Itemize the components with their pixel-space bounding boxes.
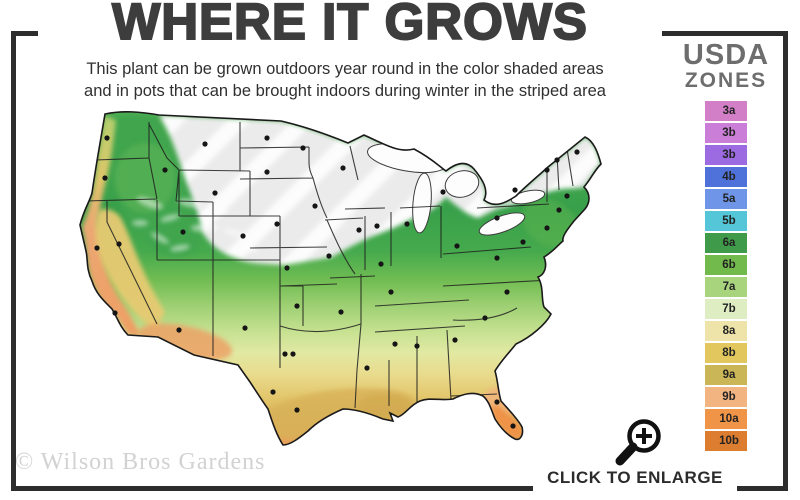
usda-zone-map[interactable]	[45, 108, 615, 473]
zone-chip-6a: 6a	[705, 233, 747, 253]
zone-chip-3a: 3a	[705, 101, 747, 121]
subtitle-line-2: and in pots that can be brought indoors …	[84, 82, 606, 100]
zone-chip-10a: 10a	[705, 409, 747, 429]
zone-chip-8b: 8b	[705, 343, 747, 363]
lake-michigan	[412, 172, 432, 234]
zone-chip-5b: 5b	[705, 211, 747, 231]
page-title: WHERE IT GROWS	[38, 0, 662, 52]
zone-chip-3b: 3b	[705, 145, 747, 165]
us-outline	[79, 110, 602, 446]
watermark: © Wilson Bros Gardens	[15, 449, 266, 475]
legend-title-zones: ZONES	[684, 69, 768, 92]
legend-title-usda: USDA	[682, 39, 770, 71]
zone-chip-7b: 7b	[705, 299, 747, 319]
zone-chip-10b: 10b	[705, 431, 747, 451]
west-coast-band	[82, 116, 142, 336]
zone-chip-6b: 6b	[705, 255, 747, 275]
south-florida-orange-region	[492, 404, 523, 440]
state-borders	[84, 122, 574, 409]
great-lakes	[367, 142, 546, 236]
lake-huron	[444, 170, 480, 198]
click-to-enlarge-button[interactable]: CLICK TO ENLARGE	[533, 466, 737, 492]
legend-chips: 3a 3b 3b 4b 5a 5b 6a 6b 7a 7b 8a 8b 9a 9b 10a 10b	[678, 101, 774, 451]
zone-chip-5a: 5a	[705, 189, 747, 209]
city-dots	[94, 135, 580, 429]
zone-chip-9a: 9a	[705, 365, 747, 385]
zone-chip-7a: 7a	[705, 277, 747, 297]
zone-chip-4b: 4b	[705, 167, 747, 187]
magnifier-plus-icon[interactable]	[610, 408, 670, 470]
lake-erie	[478, 212, 526, 236]
striped-overwinter-indoors-region	[159, 115, 601, 265]
lake-ontario	[510, 189, 546, 205]
usda-zones-legend: USDA ZONES 3a 3b 3b 4b 5a 5b 6a 6b 7a 7b 8a 8b 9a 9b 1…	[678, 39, 774, 453]
zone-chip-3b: 3b	[705, 123, 747, 143]
subtitle-line-1: This plant can be grown outdoors year ro…	[86, 60, 604, 78]
zone-chip-8a: 8a	[705, 321, 747, 341]
map-fill-layers	[80, 111, 601, 445]
subtitle: This plant can be grown outdoors year ro…	[30, 58, 660, 102]
zone-chip-9b: 9b	[705, 387, 747, 407]
